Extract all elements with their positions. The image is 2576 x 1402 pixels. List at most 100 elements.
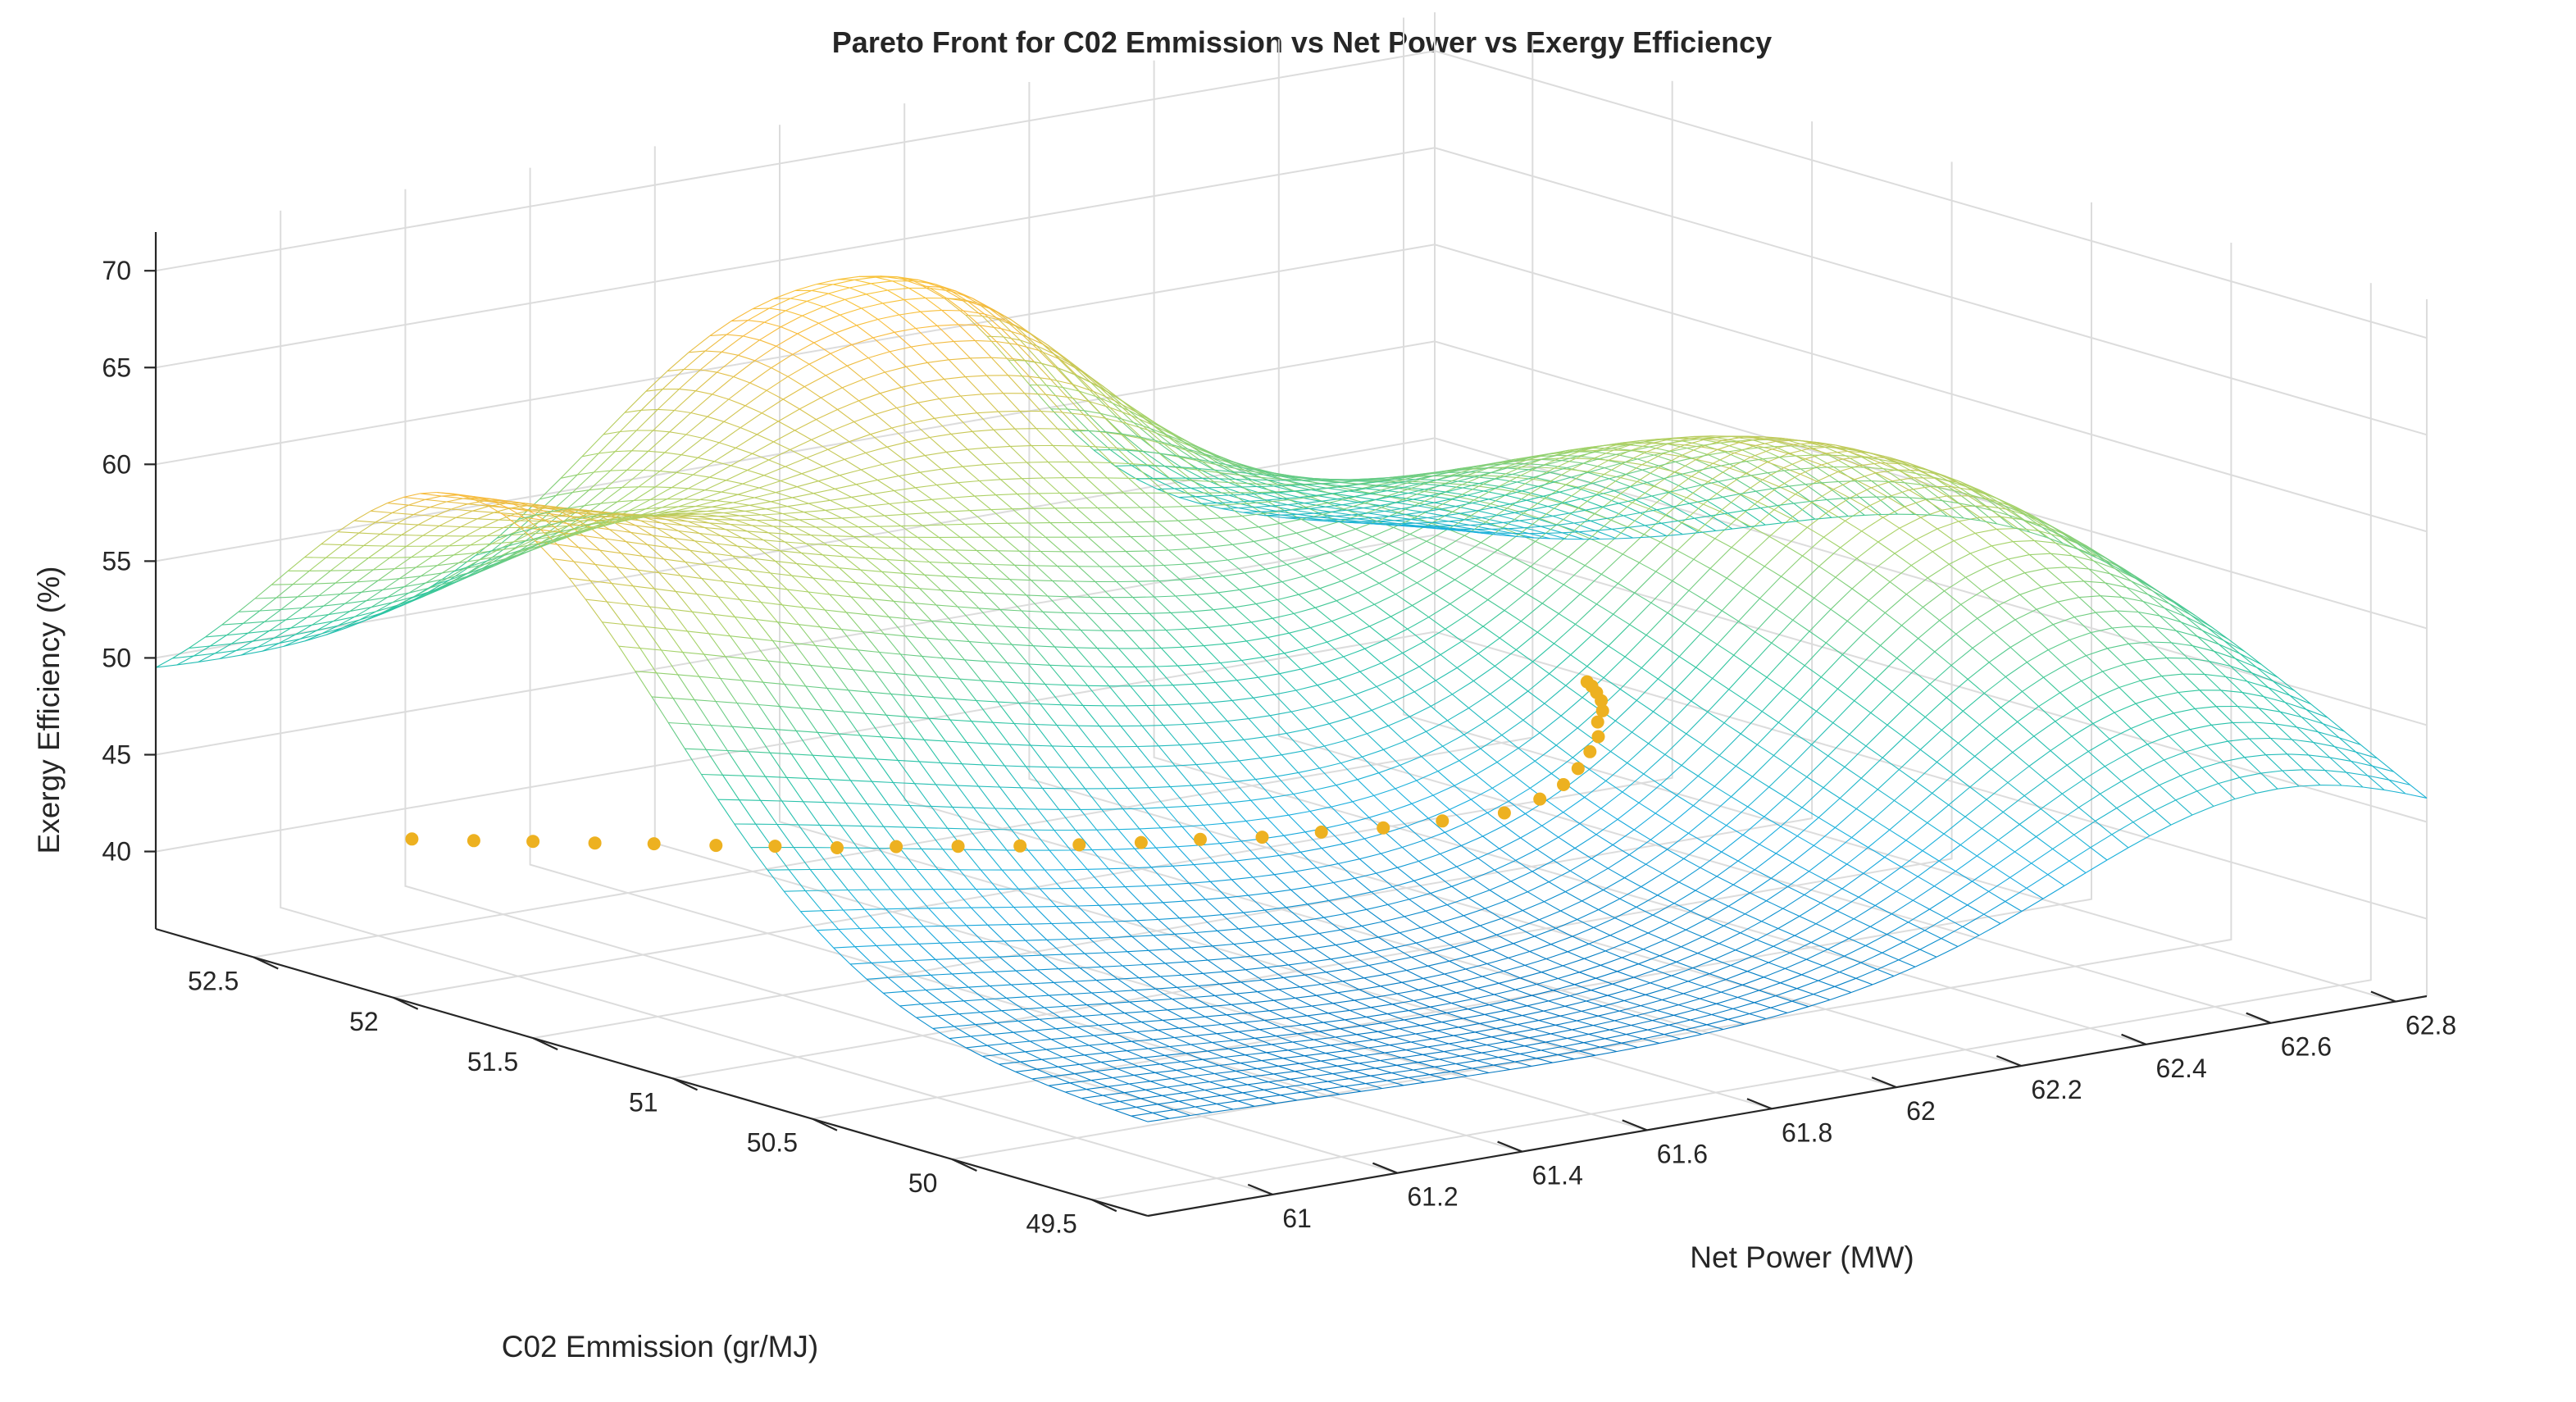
mesh-segment	[698, 457, 715, 462]
mesh-segment	[2007, 766, 2030, 783]
mesh-segment	[1806, 755, 1829, 777]
mesh-segment	[864, 908, 882, 928]
mesh-segment	[1472, 869, 1495, 880]
mesh-segment	[1400, 756, 1422, 766]
mesh-segment	[726, 470, 748, 481]
mesh-segment	[1387, 899, 1409, 905]
mesh-segment	[2204, 673, 2226, 678]
mesh-segment	[821, 910, 840, 930]
mesh-segment	[1190, 945, 1213, 949]
mesh-segment	[678, 530, 695, 542]
mesh-segment	[888, 617, 906, 637]
mesh-segment	[1248, 892, 1270, 896]
mesh-segment	[1704, 825, 1727, 844]
mesh-segment	[2024, 567, 2046, 574]
mesh-segment	[1397, 860, 1419, 868]
mesh-segment	[1257, 1065, 1279, 1069]
mesh-segment	[931, 806, 949, 829]
mesh-segment	[725, 656, 747, 659]
mesh-segment	[421, 572, 443, 577]
mesh-segment	[1346, 1049, 1364, 1057]
mesh-segment	[780, 550, 798, 564]
mesh-segment	[758, 480, 781, 489]
mesh-segment	[1072, 1035, 1095, 1038]
mesh-segment	[1654, 794, 1677, 814]
mesh-segment	[1255, 776, 1277, 781]
mesh-segment	[1467, 467, 1489, 476]
mesh-segment	[1790, 502, 1813, 519]
mesh-segment	[1676, 776, 1699, 796]
mesh-segment	[1306, 484, 1328, 489]
mesh-segment	[1401, 977, 1423, 983]
mesh-segment	[1972, 632, 1995, 649]
mesh-segment	[1191, 609, 1214, 612]
mesh-segment	[1678, 633, 1701, 658]
mesh-segment	[746, 658, 764, 683]
mesh-segment	[568, 577, 586, 600]
mesh-segment	[1100, 1061, 1118, 1070]
mesh-segment	[735, 434, 758, 448]
mesh-segment	[1290, 1008, 1308, 1017]
mesh-segment	[712, 613, 730, 637]
mesh-segment	[685, 510, 708, 514]
mesh-segment	[1954, 490, 1977, 508]
mesh-segment	[1882, 506, 1905, 518]
mesh-segment	[1314, 945, 1336, 949]
mesh-segment	[1205, 720, 1228, 724]
mesh-segment	[1216, 529, 1238, 533]
mesh-segment	[650, 498, 667, 500]
mesh-segment	[1241, 512, 1264, 517]
mesh-segment	[439, 581, 457, 590]
mesh-segment	[1711, 1008, 1733, 1016]
mesh-segment	[1150, 1081, 1167, 1088]
mesh-segment	[1550, 1029, 1572, 1035]
mesh-segment	[1514, 1061, 1532, 1067]
mesh-segment	[570, 529, 587, 535]
mesh-segment	[714, 447, 736, 462]
mesh-segment	[1298, 767, 1320, 773]
mesh-segment	[1845, 507, 1867, 521]
mesh-segment	[460, 518, 478, 527]
mesh-segment	[1278, 1065, 1295, 1072]
mesh-segment	[883, 633, 901, 655]
mesh-segment	[172, 655, 194, 659]
mesh-segment	[897, 944, 915, 961]
mesh-segment	[1004, 940, 1022, 957]
mesh-segment	[753, 558, 771, 574]
mesh-segment	[1873, 799, 1895, 820]
mesh-segment	[854, 945, 876, 948]
mesh-segment	[1496, 926, 1518, 935]
mesh-segment	[1560, 697, 1583, 717]
mesh-segment	[1392, 691, 1415, 703]
mesh-segment	[1067, 1047, 1085, 1056]
mesh-segment	[1151, 865, 1173, 868]
mesh-segment	[1449, 1040, 1471, 1045]
mesh-segment	[512, 503, 530, 512]
mesh-segment	[915, 325, 938, 330]
mesh-segment	[1723, 913, 1745, 926]
mesh-segment	[1363, 1054, 1381, 1062]
mesh-segment	[1079, 1063, 1097, 1072]
mesh-segment	[1259, 511, 1281, 516]
mesh-segment	[767, 532, 785, 543]
mesh-segment	[823, 298, 845, 307]
mesh-segment	[1826, 450, 1848, 454]
mesh-segment	[694, 506, 712, 508]
mesh-segment	[1823, 446, 1846, 457]
mesh-segment	[398, 567, 416, 580]
mesh-segment	[1133, 1074, 1151, 1082]
mesh-segment	[2116, 795, 2138, 809]
mesh-segment	[782, 386, 805, 400]
mesh-segment	[1084, 1052, 1106, 1056]
mesh-segment	[727, 567, 749, 571]
mesh-segment	[1474, 1031, 1492, 1038]
mesh-segment	[1378, 932, 1400, 938]
mesh-segment	[1587, 471, 1609, 480]
mesh-segment	[1754, 995, 1776, 1004]
mesh-segment	[1002, 681, 1020, 703]
mesh-segment	[1453, 525, 1475, 530]
mesh-segment	[1492, 558, 1515, 575]
mesh-segment	[469, 497, 487, 506]
mesh-segment	[917, 398, 940, 403]
mesh-segment	[1899, 517, 1922, 529]
